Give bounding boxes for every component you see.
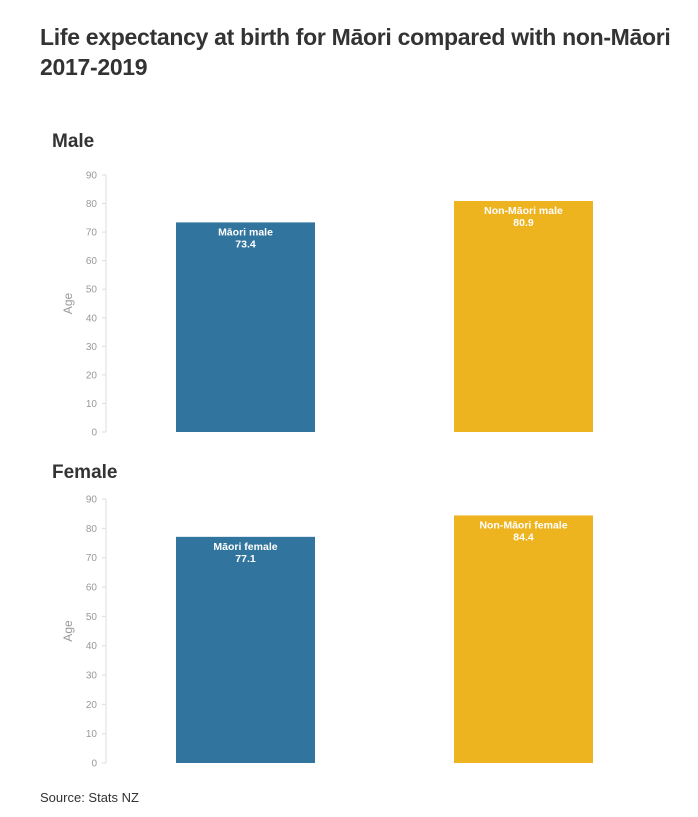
female-y-tick-label: 50 <box>86 612 98 623</box>
male-y-tick-label: 0 <box>91 428 97 439</box>
male-bar-category-label: Māori male <box>218 226 273 238</box>
male-panel-title: Male <box>52 131 95 152</box>
female-y-tick-label: 70 <box>86 553 98 564</box>
male-bar-non-maori <box>454 200 593 432</box>
female-y-tick-label: 0 <box>91 759 97 770</box>
female-bar-category-label: Māori female <box>213 541 277 553</box>
female-panel-title: Female <box>52 462 118 483</box>
female-y-tick-label: 30 <box>86 671 98 682</box>
male-bar-category-label: Non-Māori male <box>484 205 563 217</box>
male-bar-maori <box>176 222 315 432</box>
female-bar-value-label: 84.4 <box>513 531 534 543</box>
male-bar-value-label: 73.4 <box>235 238 256 250</box>
male-y-tick-label: 70 <box>86 228 98 239</box>
male-y-tick-label: 60 <box>86 256 98 267</box>
female-bar-value-label: 77.1 <box>235 553 256 565</box>
male-bar-value-label: 80.9 <box>513 217 534 229</box>
female-bar-maori <box>176 536 315 763</box>
female-bar-non-maori <box>454 515 593 763</box>
male-y-tick-label: 50 <box>86 285 98 296</box>
male-y-tick-label: 10 <box>86 399 98 410</box>
female-y-tick-label: 60 <box>86 583 98 594</box>
female-y-tick-label: 90 <box>86 495 98 506</box>
source-note: Source: Stats NZ <box>40 790 139 805</box>
male-y-tick-label: 80 <box>86 199 98 210</box>
male-y-tick-label: 20 <box>86 370 98 381</box>
female-y-tick-label: 20 <box>86 700 98 711</box>
male-y-tick-label: 40 <box>86 313 98 324</box>
male-y-tick-label: 30 <box>86 342 98 353</box>
male-y-axis-title: Age <box>61 293 75 315</box>
female-y-tick-label: 10 <box>86 729 98 740</box>
chart-title: Life expectancy at birth for Māori compa… <box>40 24 671 80</box>
female-y-tick-label: 80 <box>86 524 98 535</box>
male-y-tick-label: 90 <box>86 171 98 182</box>
female-y-tick-label: 40 <box>86 641 98 652</box>
female-y-axis-title: Age <box>61 620 75 642</box>
female-bar-category-label: Non-Māori female <box>479 519 567 531</box>
